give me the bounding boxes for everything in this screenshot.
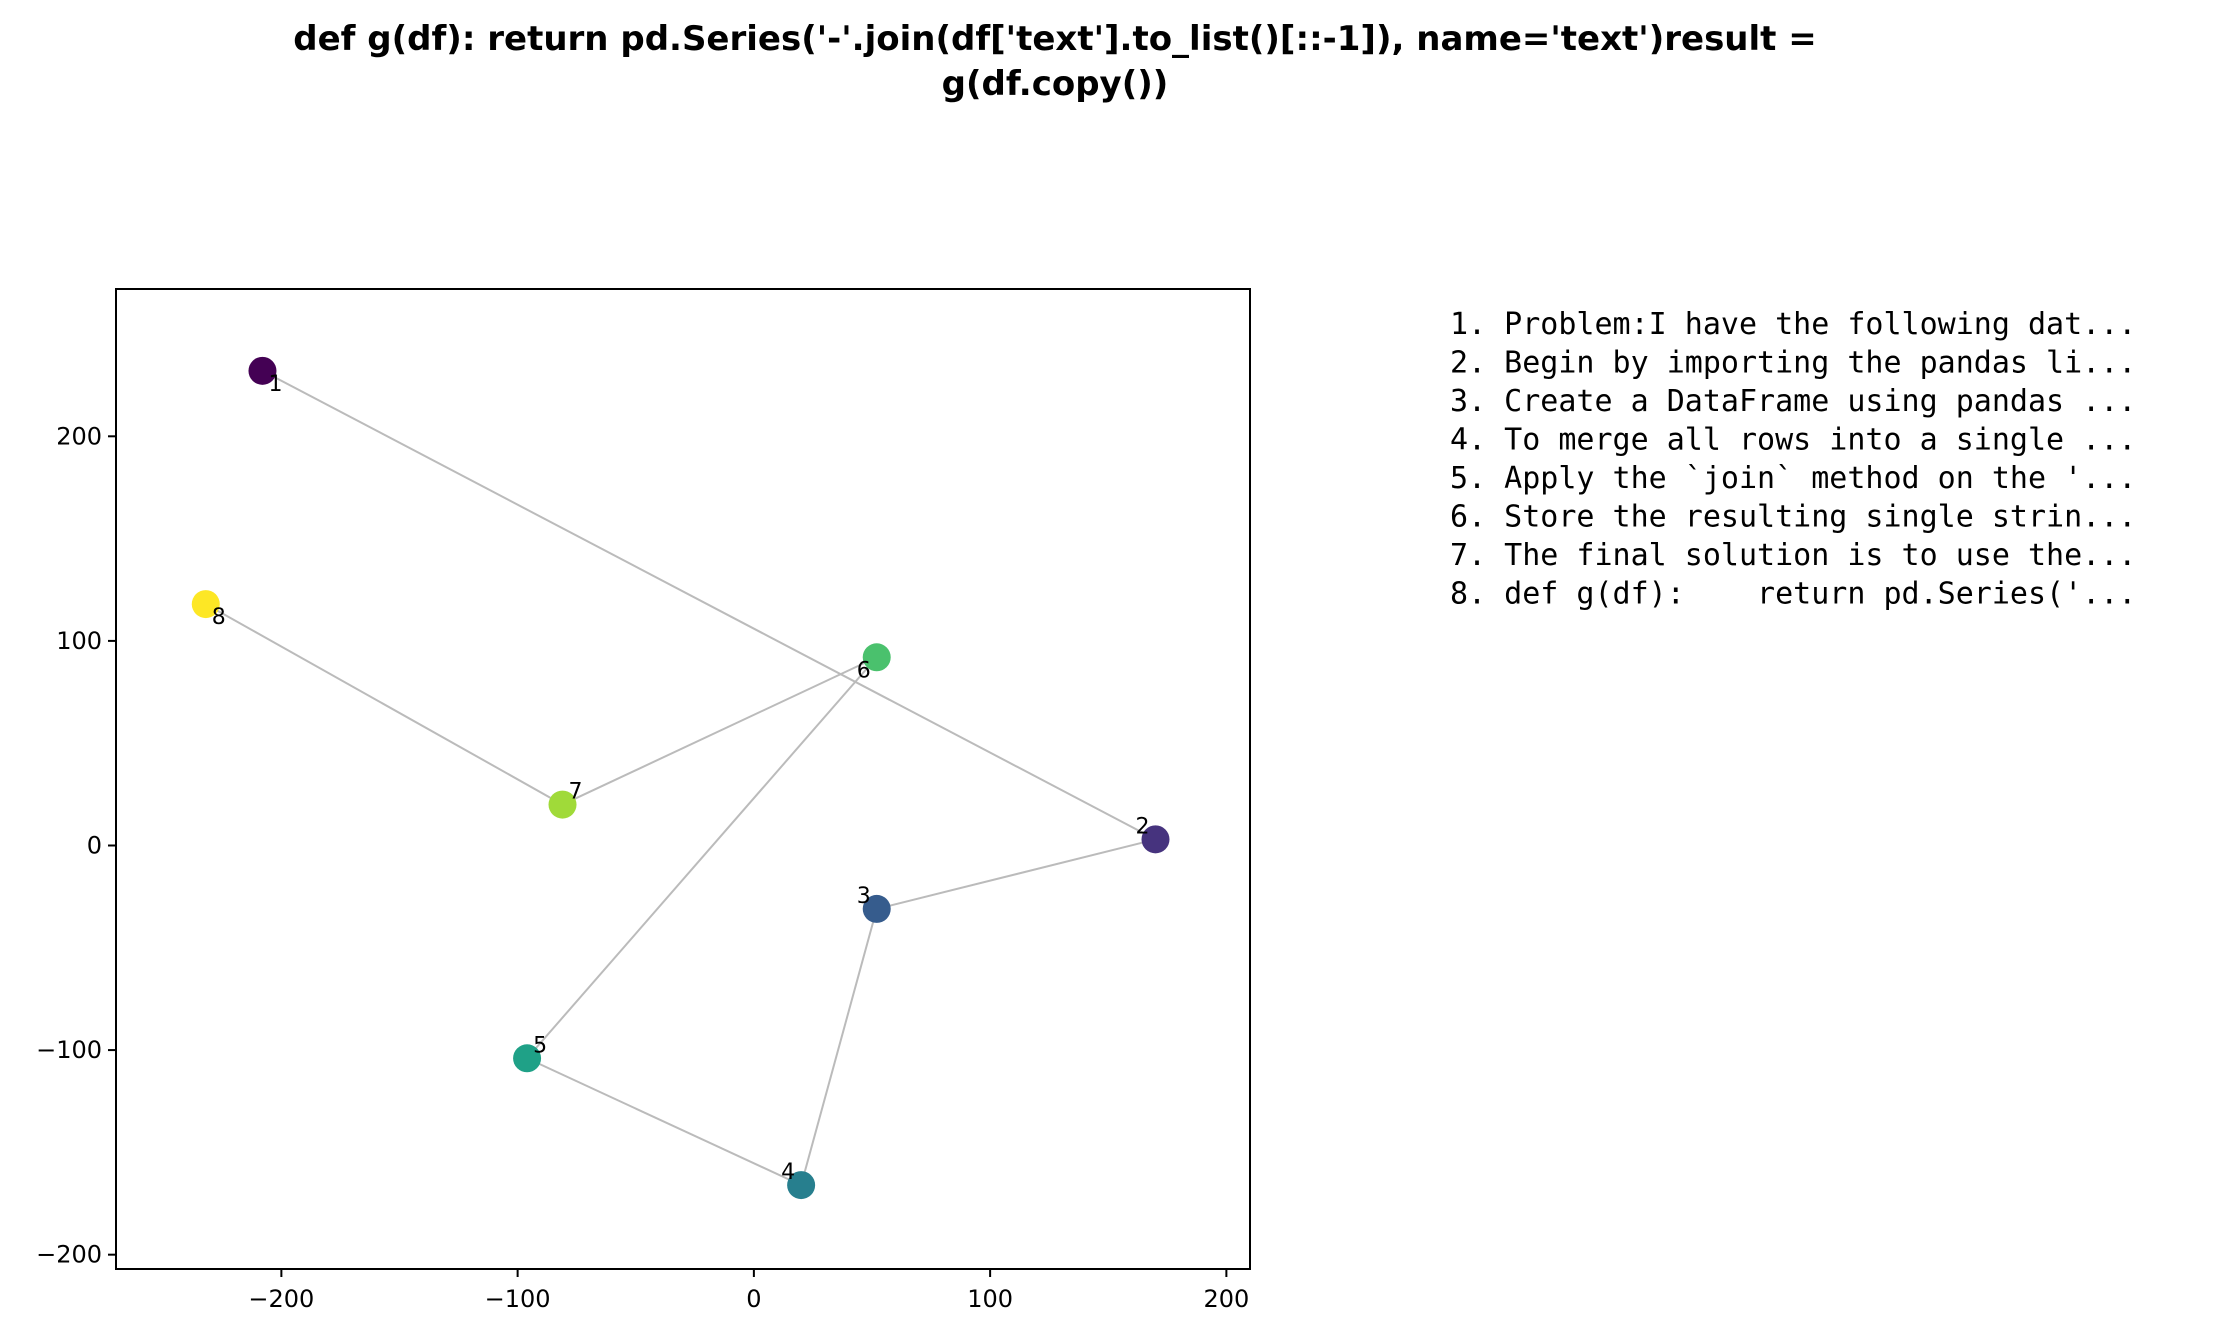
point-label-2: 2	[1136, 814, 1150, 839]
scatter-point-5	[513, 1044, 542, 1073]
legend-item-1: 1. Problem:I have the following dat...	[1450, 307, 2136, 342]
y-tick-label-4: 200	[56, 422, 102, 450]
point-labels: 1 2 3 4 5 6 7 8	[212, 372, 1150, 1185]
connector-segment-6	[562, 656, 878, 806]
scatter-markers	[191, 356, 1170, 1200]
scatter-point-4	[787, 1171, 816, 1200]
connector-segment-7	[205, 603, 564, 806]
connecting-lines	[205, 369, 1156, 1187]
y-tick-label-0: −200	[36, 1241, 102, 1269]
point-label-4: 4	[781, 1160, 795, 1185]
y-axis-ticks: −200 −100 0 100 200	[36, 422, 116, 1269]
scatter-point-2	[1141, 825, 1170, 854]
x-tick-label-3: 100	[967, 1285, 1013, 1313]
step-legend: 1. Problem:I have the following dat... 2.…	[1450, 307, 2136, 612]
y-tick-label-2: 0	[87, 831, 102, 859]
chart-title-line-2: g(df.copy())	[942, 64, 1169, 104]
point-label-6: 6	[857, 658, 871, 683]
x-tick-label-1: −100	[485, 1285, 551, 1313]
x-tick-label-2: 0	[746, 1285, 761, 1313]
scatter-point-1	[248, 356, 277, 385]
x-tick-label-4: 200	[1203, 1285, 1249, 1313]
legend-item-2: 2. Begin by importing the pandas li...	[1450, 346, 2136, 381]
legend-item-8: 8. def g(df): return pd.Series('...	[1450, 577, 2136, 612]
y-tick-label-3: 100	[56, 627, 102, 655]
point-label-5: 5	[533, 1033, 547, 1058]
legend-item-6: 6. Store the resulting single strin...	[1450, 500, 2136, 535]
connector-segment-4	[526, 1057, 802, 1187]
y-tick-label-1: −100	[36, 1036, 102, 1064]
axes-frame	[115, 288, 1251, 1270]
connector-segment-1	[262, 369, 1156, 841]
scatter-point-6	[862, 643, 891, 672]
legend-item-4: 4. To merge all rows into a single ...	[1450, 423, 2136, 458]
scatter-point-7	[548, 790, 577, 819]
chart-title-line-1: def g(df): return pd.Series('-'.join(df[…	[293, 19, 1817, 59]
x-tick-label-0: −200	[248, 1285, 314, 1313]
point-label-3: 3	[857, 884, 871, 909]
x-axis-ticks: −200 −100 0 100 200	[248, 1269, 1249, 1313]
scatter-point-3	[862, 894, 891, 923]
point-label-8: 8	[212, 605, 226, 630]
point-label-1: 1	[268, 372, 282, 397]
plot-area: 1 2 3 4 5 6 7 8 −200 −100 0 100 200 −200 −100 0 100 200	[36, 288, 1251, 1313]
connector-segment-2	[876, 838, 1156, 910]
legend-item-5: 5. Apply the `join` method on the '...	[1450, 461, 2136, 496]
point-label-7: 7	[569, 780, 583, 805]
legend-item-7: 7. The final solution is to use the...	[1450, 538, 2136, 573]
connector-segment-3	[800, 908, 878, 1186]
connector-segment-5	[526, 656, 878, 1059]
scatter-point-8	[191, 590, 220, 619]
legend-item-3: 3. Create a DataFrame using pandas ...	[1450, 384, 2136, 419]
